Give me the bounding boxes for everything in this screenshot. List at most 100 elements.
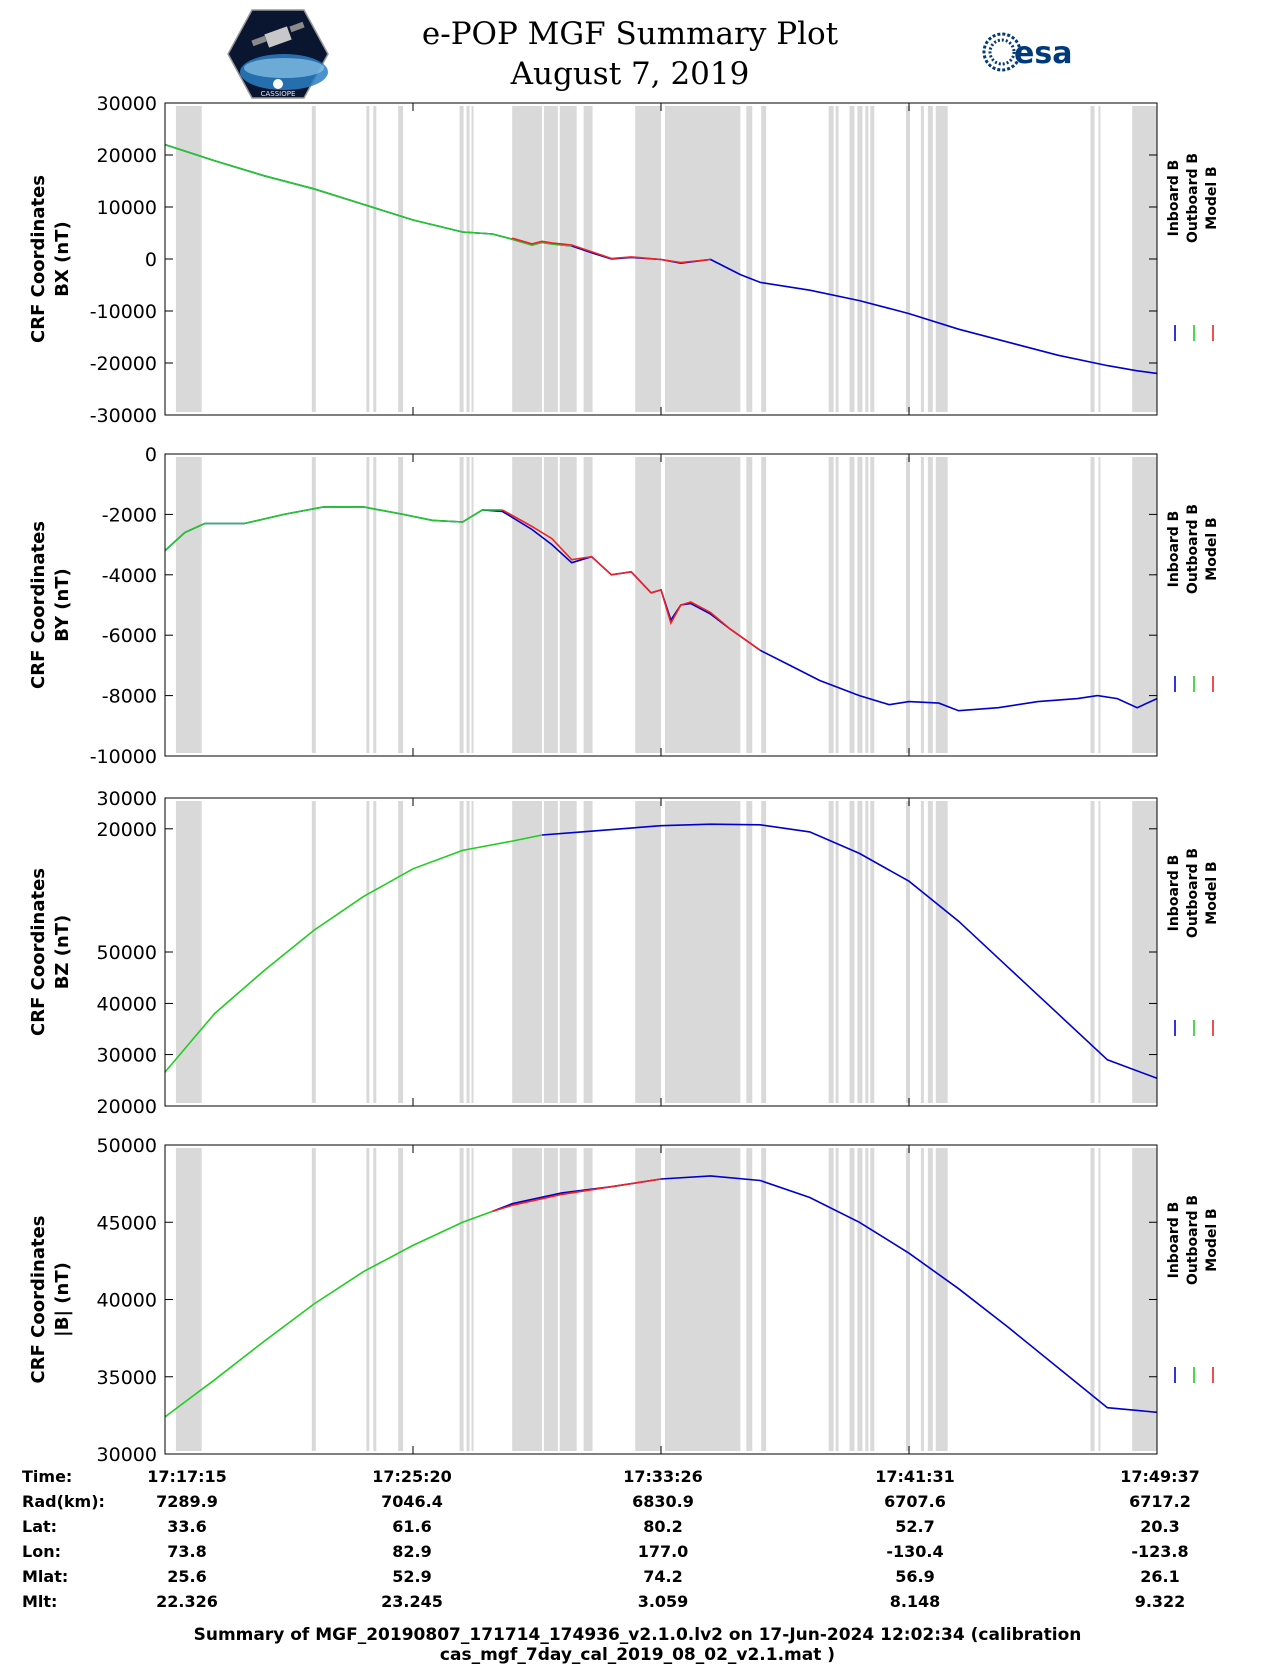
data-gap-band (543, 801, 558, 1103)
data-gap-band (746, 457, 753, 753)
legend-label: Outboard B (1185, 504, 1201, 594)
y-axis-label: CRF Coordinates (28, 521, 49, 689)
y-tick-label: 30000 (97, 1045, 157, 1067)
legend-label: Inboard B (1166, 511, 1182, 588)
data-gap-band (366, 801, 370, 1103)
data-gap-band (906, 457, 910, 753)
data-gap-band (865, 1148, 869, 1451)
data-gap-band (471, 106, 474, 412)
y-tick-label: 20000 (97, 145, 157, 167)
data-gap-band (175, 801, 202, 1103)
y-tick-label: -8000 (102, 686, 157, 708)
y-tick-label: 30000 (97, 788, 157, 810)
series-line-model-b (501, 509, 761, 651)
data-gap-band (398, 106, 404, 412)
data-gap-band (175, 457, 202, 753)
data-gap-band (664, 457, 741, 753)
data-gap-band (761, 106, 767, 412)
chart-panel-2: 0 -2000 -4000 -6000 -8000 -10000 CRF Coordinat… (28, 444, 1220, 768)
legend-label: Model B (1204, 861, 1220, 924)
chart-panel-1: 30000 20000 10000 0 -10000 -20000 -30000 CRF Co… (28, 93, 1220, 427)
y-tick-label: 45000 (97, 1212, 157, 1234)
y-tick-label: 20000 (97, 1096, 157, 1118)
series-line-model-b (492, 1178, 662, 1213)
title-line-1: e-POP MGF Summary Plot (421, 16, 839, 52)
y-tick-label: 20000 (97, 819, 157, 841)
data-gap-band (466, 801, 470, 1103)
y-tick-label: 0 (145, 249, 157, 271)
legend-label: Model B (1204, 517, 1220, 580)
data-gap-band (920, 457, 924, 753)
data-gap-band (935, 801, 948, 1103)
data-gap-band (583, 801, 593, 1103)
data-gap-band (635, 457, 661, 753)
y-axis-label: BZ (nT) (52, 915, 73, 990)
data-gap-band (398, 801, 404, 1103)
data-gap-band (920, 1148, 924, 1451)
data-gap-band (512, 1148, 542, 1451)
data-gap-band (512, 801, 542, 1103)
legend-label: Inboard B (1166, 1202, 1182, 1279)
data-gap-band (927, 106, 933, 412)
y-tick-label: 35000 (97, 1367, 157, 1389)
y-tick-label: 50000 (97, 1135, 157, 1157)
data-gap-band (857, 457, 863, 753)
data-gap-band (835, 457, 839, 753)
data-gap-band (857, 106, 863, 412)
y-tick-label: -30000 (90, 405, 157, 427)
data-gap-band (373, 1148, 377, 1451)
data-gap-band (559, 106, 577, 412)
data-gap-band (1098, 801, 1101, 1103)
data-gap-band (366, 457, 370, 753)
data-gap-band (870, 1148, 875, 1451)
data-gap-band (471, 801, 474, 1103)
data-gap-band (459, 801, 464, 1103)
y-tick-label: 50000 (97, 942, 157, 964)
esa-logo-text: esa (1014, 36, 1072, 71)
data-gap-band (471, 1148, 474, 1451)
data-gap-band (459, 106, 464, 412)
svg-text:CASSIOPE: CASSIOPE (261, 90, 296, 98)
y-tick-label: -4000 (102, 565, 157, 587)
legend-label: Inboard B (1166, 855, 1182, 932)
data-gap-band (746, 1148, 753, 1451)
data-gap-band (635, 801, 661, 1103)
data-gap-band (865, 106, 869, 412)
y-axis-label: BY (nT) (52, 568, 73, 642)
data-gap-band (466, 1148, 470, 1451)
y-axis-label: CRF Coordinates (28, 175, 49, 343)
data-gap-band (373, 457, 377, 753)
data-gap-band (927, 457, 933, 753)
legend-label: Outboard B (1185, 848, 1201, 938)
data-gap-band (935, 457, 948, 753)
data-gap-band (828, 457, 834, 753)
data-gap-band (870, 457, 875, 753)
title-line-2: August 7, 2019 (510, 56, 750, 92)
data-gap-band (1090, 457, 1095, 753)
legend-label: Model B (1204, 1208, 1220, 1271)
data-gap-band (935, 106, 948, 412)
data-gap-band (559, 801, 577, 1103)
data-gap-band (835, 106, 839, 412)
data-gap-band (927, 1148, 933, 1451)
data-gap-band (664, 801, 741, 1103)
data-gap-band (920, 801, 924, 1103)
data-gap-band (543, 1148, 558, 1451)
data-gap-band (1098, 106, 1101, 412)
data-gap-band (1090, 801, 1095, 1103)
data-gap-band (311, 1148, 316, 1451)
data-gap-band (906, 106, 910, 412)
series-line-inboard-b (492, 1175, 1158, 1414)
chart-panel-4: 50000 45000 40000 35000 30000 CRF Coordinates… (28, 1135, 1220, 1466)
data-gap-band (512, 106, 542, 412)
y-tick-label: -2000 (102, 504, 157, 526)
data-gap-band (583, 1148, 593, 1451)
legend-label: Outboard B (1185, 1195, 1201, 1285)
data-gap-band (906, 1148, 910, 1451)
data-gap-band (828, 106, 834, 412)
data-gap-band (664, 1148, 741, 1451)
data-gap-band (311, 106, 316, 412)
y-tick-label: -6000 (102, 625, 157, 647)
data-gap-band (761, 457, 767, 753)
